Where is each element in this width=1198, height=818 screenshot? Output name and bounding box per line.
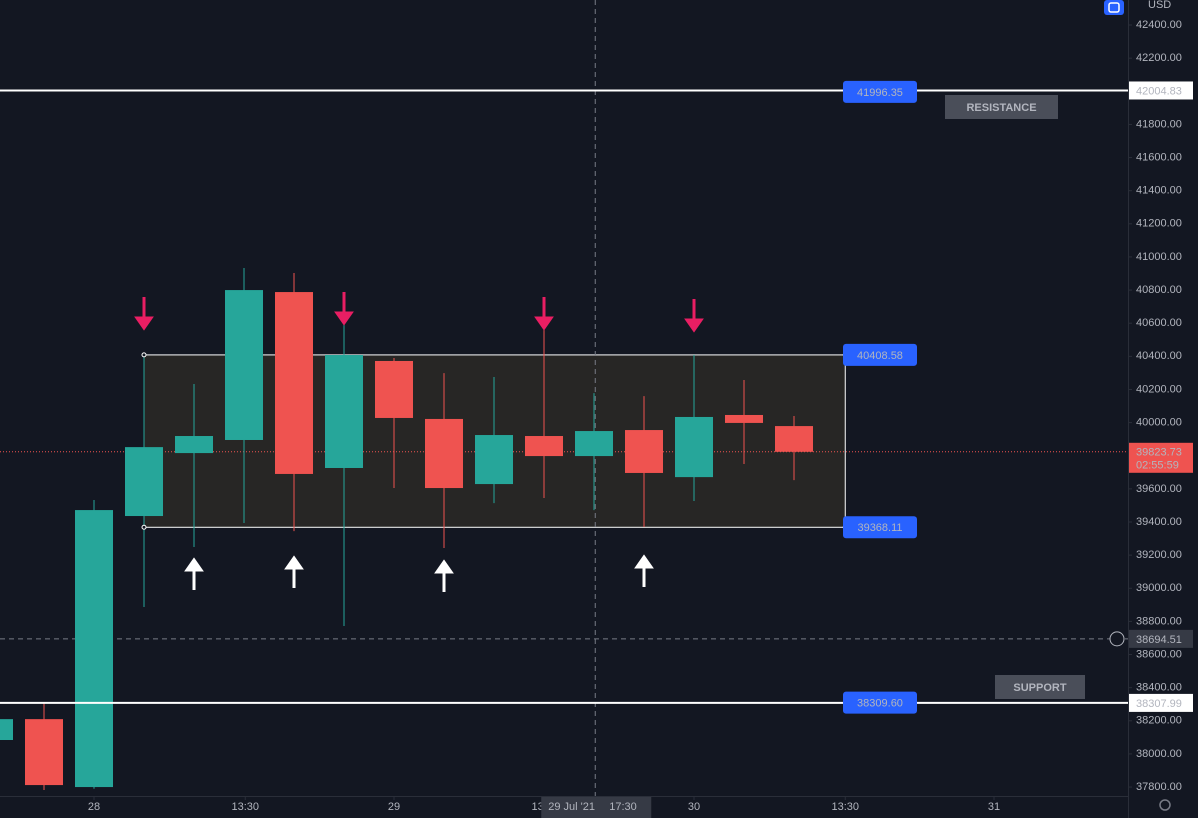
y-tick-label: 40200.00 — [1136, 383, 1182, 395]
x-tick-label: 13:30 — [231, 801, 259, 813]
y-tick-label: 40000.00 — [1136, 417, 1182, 429]
price-tag: 41996.35 — [857, 87, 903, 99]
candle-body — [725, 414, 763, 423]
axis-label-bg — [1129, 81, 1193, 100]
up-arrow-head — [284, 555, 304, 570]
y-tick-label: 38200.00 — [1136, 715, 1182, 727]
candle-body — [775, 426, 813, 452]
candle-body — [175, 436, 213, 454]
price-tag: 39368.11 — [857, 522, 902, 534]
price-tag-bg — [843, 516, 917, 539]
y-tick-label: 38000.00 — [1136, 748, 1182, 760]
y-tick-label: 39200.00 — [1136, 549, 1182, 561]
candle-body — [525, 436, 563, 457]
level-name-bg — [945, 95, 1058, 119]
y-tick-label: 40600.00 — [1136, 317, 1182, 329]
x-tick-label: 31 — [988, 801, 1000, 813]
candle-body — [0, 719, 13, 741]
currency-label[interactable]: USD — [1148, 0, 1171, 11]
level-name-bg — [995, 675, 1085, 699]
box-handle — [141, 524, 147, 530]
price-tag-bg — [843, 343, 917, 366]
y-tick-label: 39000.00 — [1136, 582, 1182, 594]
y-tick-label: 40400.00 — [1136, 350, 1182, 362]
axis-label-bg — [1129, 693, 1193, 712]
candle-body — [325, 355, 363, 468]
candle-body — [275, 292, 313, 474]
y-tick-label: 40800.00 — [1136, 284, 1182, 296]
down-arrow-head — [684, 318, 704, 333]
down-arrow-head — [534, 316, 554, 331]
x-tick-label: 13:30 — [831, 801, 859, 813]
crosshair-date-label: 29 Jul '21 — [548, 801, 595, 813]
price-tag-bg — [843, 691, 917, 714]
down-arrow-head — [334, 311, 354, 326]
y-tick-label: 39600.00 — [1136, 483, 1182, 495]
candle-body — [75, 510, 113, 788]
y-tick-label: 41200.00 — [1136, 218, 1182, 230]
add-alert-icon[interactable] — [1109, 631, 1125, 647]
up-arrow-head — [184, 557, 204, 572]
axis-price-label: 38307.99 — [1136, 698, 1182, 710]
y-tick-label: 37800.00 — [1136, 781, 1182, 793]
candle-body — [125, 447, 163, 517]
y-tick-label: 41000.00 — [1136, 251, 1182, 263]
y-tick-label: 41400.00 — [1136, 185, 1182, 197]
crosshair-time-label: 17:30 — [609, 801, 637, 813]
crosshair-time-bg — [541, 797, 652, 818]
crosshair-price-bg — [1129, 629, 1193, 648]
last-price-label: 39823.73 — [1136, 447, 1182, 459]
price-tag: 40408.58 — [857, 350, 903, 362]
price-tag-bg — [843, 80, 917, 103]
level-name: SUPPORT — [1013, 682, 1066, 694]
toolbar-icon-glyph — [1108, 2, 1120, 13]
countdown-label: 02:55:59 — [1136, 460, 1179, 472]
level-name: RESISTANCE — [966, 102, 1036, 114]
y-tick-label: 41800.00 — [1136, 118, 1182, 130]
x-tick-label: 29 — [388, 801, 400, 813]
y-tick-label: 41600.00 — [1136, 151, 1182, 163]
y-tick-label: 38600.00 — [1136, 648, 1182, 660]
y-tick-label: 42400.00 — [1136, 19, 1182, 31]
x-tick-label: 30 — [688, 801, 700, 813]
candle-body — [25, 719, 63, 786]
up-arrow-head — [634, 554, 654, 569]
candle-body — [425, 418, 463, 489]
y-tick-label: 42200.00 — [1136, 52, 1182, 64]
plot-area — [0, 0, 1128, 796]
annotations — [134, 292, 704, 592]
settings-icon[interactable] — [1159, 799, 1171, 811]
box-handle — [141, 352, 147, 358]
y-tick-label: 39400.00 — [1136, 516, 1182, 528]
candle-body — [375, 360, 413, 418]
down-arrow-head — [134, 316, 154, 331]
candle-body — [575, 431, 613, 457]
y-tick-label: 38400.00 — [1136, 682, 1182, 694]
candle-body — [225, 290, 263, 440]
candle-body — [625, 430, 663, 473]
crosshair-price-label: 38694.51 — [1136, 634, 1182, 646]
candle-body — [675, 416, 713, 478]
x-tick-label: 28 — [88, 801, 100, 813]
y-tick-label: 38800.00 — [1136, 615, 1182, 627]
up-arrow-head — [434, 559, 454, 574]
last-price-bg — [1129, 442, 1193, 473]
price-tag: 38309.60 — [857, 698, 903, 710]
candle-body — [475, 435, 513, 485]
axis-price-label: 42004.83 — [1136, 85, 1182, 97]
